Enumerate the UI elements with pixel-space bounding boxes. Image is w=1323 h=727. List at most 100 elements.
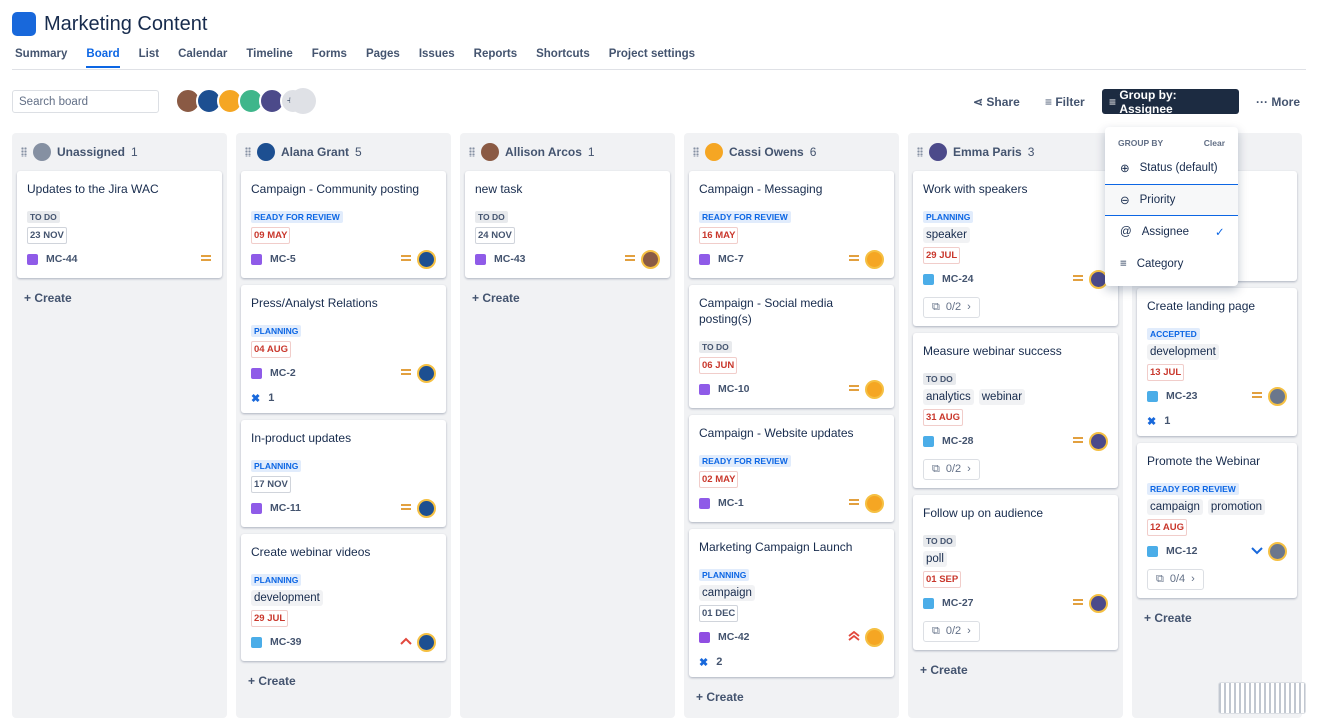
create-button[interactable]: + Create	[17, 285, 222, 311]
card[interactable]: Campaign - Community posting READY FOR RE…	[241, 171, 446, 278]
filter-button[interactable]: ≡ Filter	[1045, 94, 1085, 109]
drag-handle[interactable]	[693, 147, 699, 157]
assignee-avatar[interactable]	[865, 379, 884, 399]
due-date: 01 SEP	[923, 571, 962, 588]
option-icon: ≡	[1120, 258, 1127, 270]
nav-tab[interactable]: Project settings	[608, 48, 696, 60]
nav-tab[interactable]: Forms	[311, 48, 347, 60]
assignee-avatar[interactable]	[641, 249, 660, 269]
assignee-avatar[interactable]	[1089, 593, 1108, 613]
menu-option[interactable]: ⊖ Priority	[1105, 184, 1238, 216]
label[interactable]: campaign	[699, 585, 755, 601]
issue-key[interactable]: MC-24	[942, 273, 974, 285]
label[interactable]: poll	[923, 551, 947, 567]
issue-key[interactable]: MC-28	[942, 435, 974, 447]
issue-key[interactable]: MC-44	[46, 253, 78, 265]
label[interactable]: campaign	[1147, 499, 1203, 515]
issue-key[interactable]: MC-11	[270, 502, 301, 514]
search-board[interactable]: Search board	[12, 90, 159, 113]
label[interactable]: development	[1147, 344, 1219, 360]
child-issues[interactable]: ⧉ 0/4 ›	[1147, 569, 1204, 590]
issue-key[interactable]: MC-7	[718, 253, 744, 265]
assignee-avatar[interactable]	[417, 249, 436, 269]
label[interactable]: promotion	[1207, 499, 1266, 515]
nav-tab[interactable]: Summary	[15, 48, 68, 60]
issue-key[interactable]: MC-10	[718, 383, 750, 395]
menu-option[interactable]: ≡ Category	[1105, 248, 1238, 280]
child-issues[interactable]: ⧉ 0/2 ›	[923, 459, 980, 480]
card[interactable]: Create landing page ACCEPTED development 13…	[1137, 288, 1297, 436]
share-button[interactable]: ⋖ Share	[973, 94, 1020, 109]
assignee-avatar[interactable]	[1089, 431, 1108, 451]
avatar[interactable]	[259, 88, 285, 114]
issue-key[interactable]: MC-39	[270, 636, 302, 648]
more-button[interactable]: ··· More	[1256, 94, 1300, 109]
create-button[interactable]: + Create	[1137, 605, 1297, 631]
create-button[interactable]: + Create	[689, 684, 894, 710]
issue-key[interactable]: MC-23	[1166, 390, 1198, 402]
create-button[interactable]: + Create	[465, 285, 670, 311]
chevron: ›	[1191, 573, 1195, 585]
assignee-avatar[interactable]	[1268, 386, 1287, 406]
drag-handle[interactable]	[917, 147, 923, 157]
drag-handle[interactable]	[469, 147, 475, 157]
child-issues[interactable]: ⧉ 0/2 ›	[923, 297, 980, 318]
assignee-avatar[interactable]	[417, 498, 436, 518]
label[interactable]: speaker	[923, 227, 970, 243]
nav-tab[interactable]: Pages	[365, 48, 400, 60]
nav-tab[interactable]: List	[138, 48, 160, 60]
assignee-avatar[interactable]	[865, 493, 884, 513]
plus: +	[696, 690, 707, 704]
card[interactable]: Follow up on audience TO DO poll 01 SEP MC-2…	[913, 495, 1118, 650]
issue-key[interactable]: MC-43	[494, 253, 526, 265]
drag-handle[interactable]	[21, 147, 27, 157]
assignee-avatar[interactable]	[417, 632, 436, 652]
assignee-avatar[interactable]	[417, 363, 436, 383]
card[interactable]: Campaign - Website updates READY FOR REVI…	[689, 415, 894, 522]
drag-handle[interactable]	[245, 147, 251, 157]
card[interactable]: Promote the Webinar READY FOR REVIEW campa…	[1137, 443, 1297, 598]
issue-key[interactable]: MC-42	[718, 631, 750, 643]
status-lozenge: READY FOR REVIEW	[251, 211, 343, 223]
card[interactable]: In-product updates PLANNING 17 NOV MC-11	[241, 420, 446, 527]
nav-tab[interactable]: Shortcuts	[536, 48, 590, 60]
card[interactable]: Marketing Campaign Launch PLANNING campaig…	[689, 529, 894, 677]
create-button[interactable]: + Create	[913, 657, 1118, 683]
label[interactable]: analytics	[923, 389, 974, 405]
create-button[interactable]: + Create	[241, 668, 446, 694]
card[interactable]: Work with speakers PLANNING speaker 29 JUL M…	[913, 171, 1118, 326]
board-minimap[interactable]	[1218, 682, 1306, 714]
card[interactable]: new task TO DO 24 NOV MC-43	[465, 171, 670, 278]
card[interactable]: Campaign - Social media posting(s) TO DO 0…	[689, 285, 894, 408]
card[interactable]: Measure webinar success TO DO analytics web…	[913, 333, 1118, 488]
card-title: Measure webinar success	[923, 344, 1062, 358]
add-people[interactable]	[290, 88, 316, 114]
menu-option[interactable]: ⊕ Status (default)	[1105, 152, 1238, 184]
issue-key[interactable]: MC-1	[718, 497, 744, 509]
nav-tab[interactable]: Board	[86, 48, 120, 68]
menu-clear[interactable]: Clear	[1203, 138, 1225, 148]
group-by-button[interactable]: ≡ Group by: Assignee	[1102, 88, 1239, 116]
option-label: Status (default)	[1139, 162, 1218, 174]
menu-option[interactable]: @ Assignee ✓	[1105, 216, 1238, 248]
card[interactable]: Press/Analyst Relations PLANNING 04 AUG MC-…	[241, 285, 446, 413]
nav-tab[interactable]: Issues	[418, 48, 455, 60]
nav-tab[interactable]: Timeline	[246, 48, 293, 60]
nav-tab[interactable]: Reports	[473, 48, 518, 60]
issue-key[interactable]: MC-2	[270, 367, 296, 379]
issue-key[interactable]: MC-12	[1166, 545, 1198, 557]
nav-tab[interactable]: Calendar	[178, 48, 228, 60]
issue-key[interactable]: MC-27	[942, 597, 974, 609]
card[interactable]: Create webinar videos PLANNING development…	[241, 534, 446, 661]
priority-icon	[400, 502, 412, 515]
card[interactable]: Campaign - Messaging READY FOR REVIEW 16 M…	[689, 171, 894, 278]
issue-key[interactable]: MC-5	[270, 253, 296, 265]
label[interactable]: development	[251, 590, 323, 606]
assignee-avatar[interactable]	[865, 249, 884, 269]
assignee-avatar[interactable]	[1268, 541, 1287, 561]
card-footer: MC-28	[923, 430, 1108, 452]
assignee-avatar[interactable]	[865, 627, 884, 647]
child-issues[interactable]: ⧉ 0/2 ›	[923, 621, 980, 642]
card[interactable]: Updates to the Jira WAC TO DO 23 NOV MC-44	[17, 171, 222, 278]
label[interactable]: webinar	[978, 389, 1026, 405]
